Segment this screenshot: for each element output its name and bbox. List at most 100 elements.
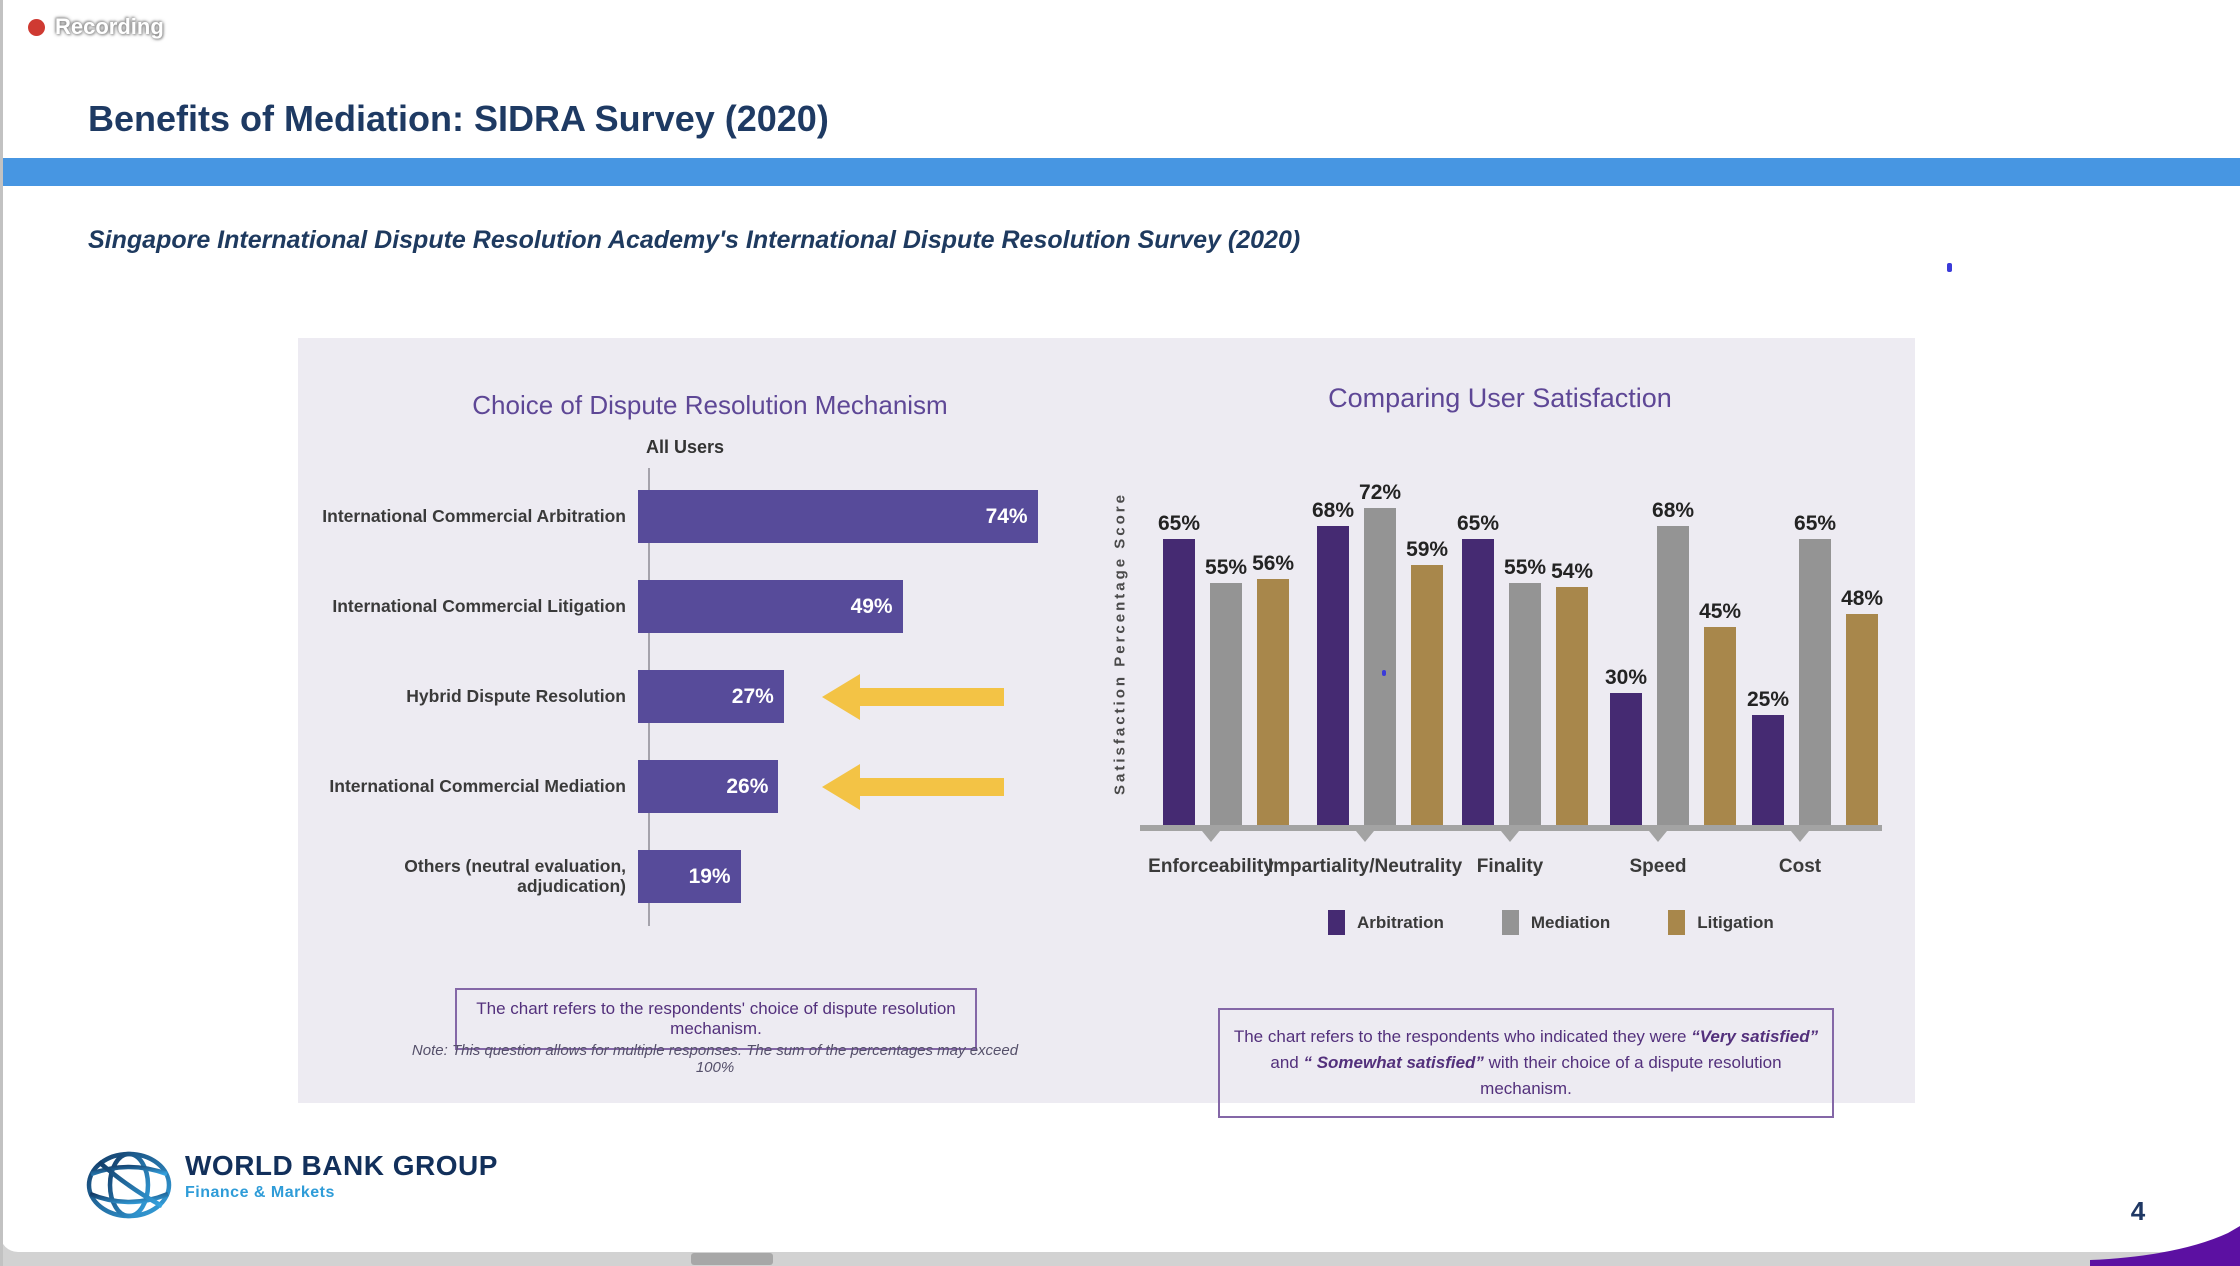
right-chart-bar-value: 45% (1699, 600, 1742, 623)
left-chart-bar: 74% (638, 490, 1038, 543)
right-chart-note-segment: with their choice of a dispute resolutio… (1480, 1053, 1782, 1098)
title-accent-bar (0, 158, 2240, 186)
world-bank-unit: Finance & Markets (185, 1184, 335, 1201)
right-chart-bar-value: 30% (1605, 666, 1648, 689)
right-chart-bar-arbitration (1610, 693, 1643, 825)
right-chart-bar-value: 68% (1652, 498, 1695, 522)
right-chart-bar-value: 65% (1794, 512, 1837, 535)
left-chart-bar: 19% (638, 850, 741, 903)
world-bank-logo: WORLD BANK GROUP Finance & Markets (85, 1150, 498, 1220)
left-chart-bar: 26% (638, 760, 779, 813)
legend-label: Arbitration (1357, 912, 1444, 932)
right-chart-bar-mediation (1210, 583, 1243, 825)
right-chart-axis-tick (1356, 831, 1374, 842)
right-chart-bar-litigation (1556, 587, 1589, 825)
left-chart-category-label: International Commercial Mediation (329, 775, 626, 796)
right-chart-bar-column: 65% (1794, 512, 1836, 825)
left-chart-column-header: All Users (646, 437, 725, 457)
right-chart-bar-column: 68% (1652, 499, 1694, 825)
legend-label: Litigation (1697, 912, 1774, 932)
world-bank-name: WORLD BANK GROUP (185, 1150, 498, 1181)
right-chart-axis-tick (1501, 831, 1519, 842)
slide-subtitle: Singapore International Dispute Resoluti… (88, 226, 1301, 254)
left-chart-bar-value: 49% (850, 594, 893, 618)
right-chart-baseline (1140, 825, 1882, 831)
right-chart-bar-litigation (1257, 578, 1290, 825)
page-number: 4 (2130, 1196, 2146, 1226)
right-chart-note-segment: “ Somewhat satisfied” (1303, 1053, 1484, 1072)
right-chart-bar-arbitration (1317, 525, 1350, 825)
left-chart-note-box: The chart refers to the respondents' cho… (455, 988, 977, 1050)
right-chart-title: Comparing User Satisfaction (1328, 383, 1672, 413)
right-chart-bar-value: 56% (1252, 551, 1295, 575)
annotation-dot (1947, 263, 1952, 272)
right-chart-axis-tick (1649, 831, 1667, 842)
right-chart-bar-column: 65% (1158, 512, 1200, 825)
right-chart-bar-column: 65% (1457, 512, 1499, 825)
right-chart-group: 30% 68% 45% (1605, 499, 1741, 825)
right-chart-bar-value: 55% (1504, 556, 1547, 579)
right-chart-bar-litigation (1704, 627, 1737, 825)
right-chart-group: 25% 65% 48% (1747, 512, 1883, 825)
recording-label: Recording (55, 14, 164, 39)
legend-swatch-icon (1328, 910, 1345, 935)
right-chart-axis-tick (1791, 831, 1809, 842)
scrollbar-track[interactable] (0, 1252, 2240, 1266)
left-chart-bar-value: 26% (726, 774, 769, 798)
legend-item-litigation: Litigation (1668, 910, 1774, 935)
right-chart-bar-column: 54% (1551, 560, 1593, 825)
right-chart-y-axis-label: Satisfaction Percentage Score (1111, 492, 1129, 795)
left-chart-title: Choice of Dispute Resolution Mechanism (472, 390, 948, 420)
right-chart-bar-mediation (1364, 508, 1397, 825)
right-chart-group: 65% 55% 56% (1158, 512, 1294, 825)
right-chart-bar-column: 72% (1359, 481, 1401, 825)
charts-panel: Choice of Dispute Resolution Mechanism A… (298, 338, 1915, 1118)
right-chart-bar-litigation (1411, 565, 1444, 825)
right-chart-bar-column: 25% (1747, 688, 1789, 825)
right-chart-bar-column: 30% (1605, 666, 1647, 825)
left-chart-bar: 27% (638, 670, 784, 723)
right-chart-bar-value: 54% (1551, 560, 1594, 584)
right-chart-x-label: Finality (1476, 856, 1544, 877)
right-chart-note-segment: The chart refers to the respondents who … (1233, 1027, 1692, 1046)
right-chart-bar-value: 65% (1158, 512, 1201, 535)
right-chart-bar-column: 55% (1205, 556, 1247, 825)
right-chart-group: 68% 72% 59% (1312, 481, 1448, 825)
left-chart-row: Hybrid Dispute Resolution 27% (308, 670, 1004, 723)
window-left-edge (0, 0, 3, 1266)
right-chart-x-label: Enforceability (1148, 856, 1274, 877)
right-chart-bar-mediation (1657, 525, 1690, 825)
right-chart-bar-value: 55% (1205, 556, 1248, 579)
highlight-arrow-icon (822, 674, 1004, 725)
right-chart-group: 65% 55% 54% (1457, 512, 1593, 825)
right-chart-note-segment: “Very satisfied” (1691, 1027, 1819, 1046)
right-chart-axis-tick (1202, 831, 1220, 842)
left-chart-footnote: Note: This question allows for multiple … (411, 1042, 1019, 1076)
left-chart-bar-value: 19% (688, 864, 731, 888)
left-chart-row: International Commercial Litigation 49% (308, 580, 903, 633)
right-chart-bar-value: 48% (1841, 586, 1884, 610)
right-chart-bar-column: 45% (1699, 600, 1741, 825)
right-chart-bar-column: 48% (1841, 587, 1883, 825)
right-chart-bar-arbitration (1752, 715, 1785, 825)
right-chart-bar-arbitration (1462, 539, 1495, 825)
slide-corner-swoosh (2090, 1226, 2240, 1266)
legend-label: Mediation (1530, 912, 1611, 932)
right-chart-note-segment: and (1270, 1053, 1304, 1072)
right-chart-bar-value: 65% (1457, 512, 1500, 535)
right-chart-x-label: Impartiality/Neutrality (1267, 856, 1463, 877)
right-chart-x-label: Speed (1629, 856, 1687, 877)
right-chart-bar-column: 59% (1406, 538, 1448, 825)
left-chart-row: Others (neutral evaluation, adjudication… (308, 850, 741, 903)
legend-item-arbitration: Arbitration (1328, 910, 1444, 935)
right-chart-bar-litigation (1846, 613, 1879, 825)
left-chart-bar: 49% (638, 580, 903, 633)
scrollbar-thumb[interactable] (691, 1253, 773, 1265)
left-chart-category-label: International Commercial Arbitration (322, 505, 626, 526)
left-chart-category-label: International Commercial Litigation (332, 595, 626, 616)
right-chart-bar-arbitration (1163, 539, 1196, 825)
right-chart-x-label: Cost (1778, 856, 1822, 877)
legend-item-mediation: Mediation (1501, 910, 1611, 935)
right-chart-bar-mediation (1799, 539, 1832, 825)
